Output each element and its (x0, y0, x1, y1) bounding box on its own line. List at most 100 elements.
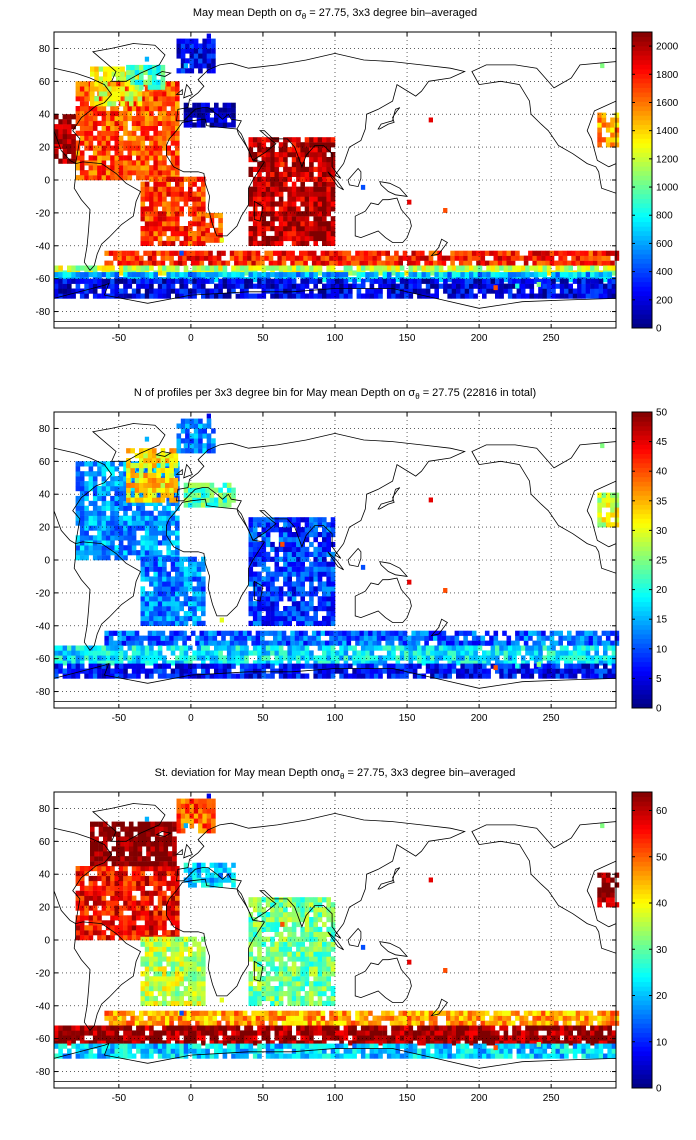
data-cell (160, 467, 166, 474)
data-cell (257, 186, 262, 192)
data-cell (185, 448, 190, 454)
data-cell (105, 466, 111, 472)
data-cell (287, 272, 292, 278)
data-cell (144, 561, 150, 567)
data-cell (300, 611, 305, 617)
colorbar-segment (632, 87, 652, 93)
data-cell (343, 673, 349, 679)
data-cell (322, 586, 327, 592)
data-cell (189, 433, 195, 439)
data-cell (294, 260, 300, 266)
data-cell (283, 517, 288, 523)
data-cell (274, 201, 280, 207)
data-cell (214, 650, 219, 656)
data-cell (199, 640, 205, 646)
data-cell (110, 500, 115, 506)
data-cell (179, 186, 184, 192)
data-cell (192, 211, 197, 217)
data-cell (499, 645, 504, 651)
colorbar-segment (632, 254, 652, 260)
data-cell (92, 272, 98, 278)
data-cell (542, 293, 548, 299)
data-cell (389, 630, 395, 636)
data-cell (317, 270, 323, 276)
data-cell (212, 260, 218, 266)
data-cell (248, 196, 254, 202)
data-cell (231, 107, 236, 113)
data-cell (201, 293, 206, 299)
data-cell (201, 502, 206, 508)
data-cell (460, 655, 465, 661)
data-cell (558, 260, 563, 266)
data-cell (463, 630, 468, 636)
data-cell (268, 250, 274, 256)
data-cell (175, 170, 180, 176)
data-cell (123, 525, 128, 531)
data-cell (283, 166, 288, 172)
data-cell (244, 645, 249, 651)
data-cell (84, 668, 89, 674)
data-cell (188, 606, 193, 612)
data-cell (58, 119, 63, 125)
data-cell (290, 640, 295, 646)
data-cell (592, 640, 598, 646)
data-cell (192, 668, 197, 674)
data-cell (430, 278, 435, 284)
data-cell (136, 265, 141, 271)
data-cell (157, 581, 163, 587)
data-cell (343, 645, 349, 651)
data-cell (326, 293, 331, 299)
data-cell (170, 283, 176, 289)
data-cell (386, 655, 392, 661)
data-cell (270, 240, 275, 246)
data-cell (451, 650, 457, 656)
data-cell (278, 181, 284, 187)
data-cell (605, 122, 611, 128)
data-cell (252, 668, 258, 674)
data-cell (333, 255, 339, 261)
data-cell (206, 448, 212, 454)
data-cell (149, 515, 154, 521)
data-cell (326, 265, 331, 271)
data-cell (192, 235, 197, 242)
data-cell (140, 125, 146, 131)
data-cell (183, 566, 189, 572)
data-cell (330, 288, 336, 294)
data-cell (127, 505, 133, 511)
data-cell (309, 620, 314, 626)
data-cell (170, 611, 176, 617)
data-cell (120, 76, 125, 82)
data-cell (300, 157, 305, 163)
data-cell (198, 438, 203, 444)
data-cell (175, 540, 180, 546)
data-cell (605, 127, 611, 133)
data-cell (92, 155, 98, 161)
data-cell (493, 640, 499, 646)
data-cell (425, 663, 431, 669)
data-cell (176, 43, 182, 49)
data-cell (103, 76, 108, 82)
data-cell (222, 107, 228, 113)
coastline (73, 161, 142, 272)
data-cell (157, 525, 163, 531)
data-cell (407, 635, 412, 641)
data-cell (231, 112, 236, 118)
data-cell (202, 38, 207, 44)
data-cell (173, 448, 179, 454)
data-cell (214, 107, 219, 113)
data-cell (114, 668, 120, 674)
data-cell (252, 660, 258, 666)
data-cell (330, 161, 336, 168)
data-cell (97, 170, 102, 176)
data-cell (196, 650, 202, 656)
data-cell (316, 255, 321, 261)
data-cell (287, 152, 292, 158)
data-cell (54, 668, 59, 674)
data-cell (291, 615, 297, 622)
data-cell (322, 537, 327, 543)
data-cell (533, 265, 539, 271)
data-cell (296, 186, 301, 192)
data-cell (265, 283, 271, 289)
data-cell (415, 630, 421, 636)
data-cell (196, 620, 202, 626)
